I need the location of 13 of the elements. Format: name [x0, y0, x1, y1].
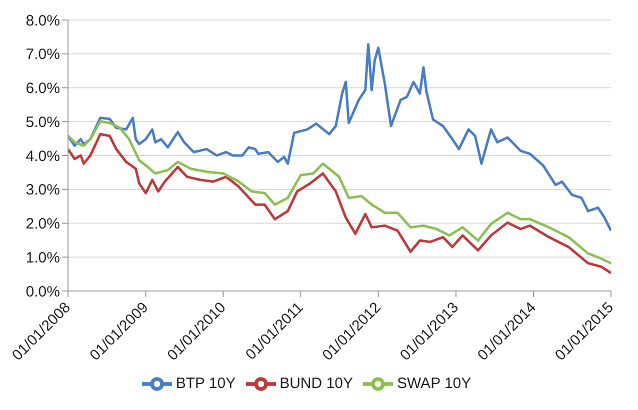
y-tick-label: 2.0%	[26, 216, 60, 233]
y-tick-label: 0.0%	[26, 283, 60, 300]
legend-label: SWAP 10Y	[396, 374, 472, 392]
y-tick-label: 7.0%	[26, 46, 60, 64]
y-tick-label: 4.0%	[26, 148, 60, 165]
y-tick-label: 6.0%	[26, 80, 60, 98]
y-tick-label: 8.0%	[26, 12, 60, 30]
y-tick-label: 5.0%	[26, 114, 60, 131]
line-series	[68, 43, 611, 232]
legend-label: BTP 10Y	[176, 374, 236, 392]
y-tick-label: 3.0%	[26, 182, 60, 199]
legend-label: BUND 10Y	[280, 374, 353, 392]
y-tick-label: 1.0%	[26, 249, 60, 266]
